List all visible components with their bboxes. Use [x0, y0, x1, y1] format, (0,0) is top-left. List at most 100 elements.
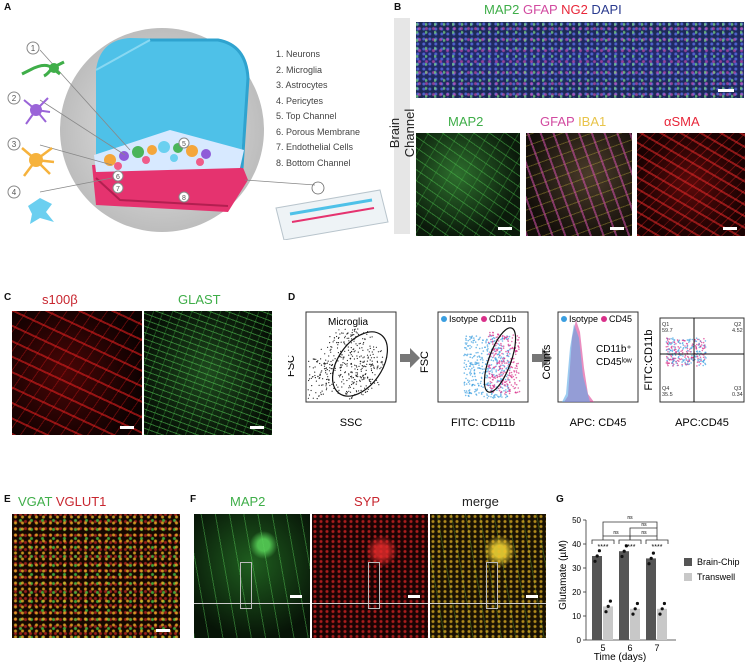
flow-dot [492, 376, 495, 379]
flow-dot [511, 337, 514, 339]
flow-dot [491, 371, 493, 373]
callout-3: 3 [7, 137, 21, 151]
flow-dot [308, 394, 311, 396]
sub-label-asma: αSMA [664, 114, 700, 129]
flow-dot [704, 346, 707, 348]
flow-dot [682, 344, 685, 346]
flow-dot [486, 359, 488, 362]
flow-dot [359, 363, 361, 365]
flow-dot [312, 367, 314, 369]
flow-dot [335, 332, 337, 334]
flow-dot [359, 356, 361, 358]
flow-dot [473, 337, 475, 339]
flow-dot [507, 351, 510, 354]
flow-dot [488, 371, 490, 373]
flow-dot [677, 355, 680, 358]
flow-dot [666, 342, 669, 345]
plot1-ylabel: FSC [288, 355, 297, 377]
legend-item-2: 2. Microglia [276, 64, 323, 75]
flow-dot [688, 360, 691, 362]
flow-dot [512, 347, 514, 350]
panel-label-g: G [556, 494, 564, 505]
vgat-vglut1-image [12, 514, 180, 638]
flow-dot [467, 379, 469, 381]
ns-label-2: ns [641, 530, 647, 536]
flow-dot [685, 359, 688, 361]
flow-dot [492, 336, 495, 339]
flow-dot [307, 397, 309, 399]
g-xlabel: Time (days) [594, 652, 646, 663]
flow-dot [309, 374, 311, 376]
flow-dot [682, 355, 684, 357]
flow-dot [353, 381, 355, 383]
flow-dot [677, 364, 679, 367]
flow-dot [493, 394, 496, 397]
q3-label: Q3 [734, 386, 741, 392]
flow-dot [668, 351, 671, 353]
flow-dot [464, 353, 466, 356]
flow-dot [330, 346, 332, 348]
flow-dot [319, 373, 321, 375]
y-tick-label: 10 [572, 612, 581, 621]
flow-dot [481, 368, 484, 370]
flow-dot [490, 334, 492, 337]
flow-dot [697, 338, 699, 341]
flow-dot [319, 377, 321, 379]
divider [430, 603, 546, 604]
flow-dot [695, 350, 698, 353]
flow-dot [497, 369, 500, 371]
flow-dot [516, 363, 518, 365]
organ-chip-schematic: 5 6 7 8 1 2 3 4 [7, 28, 389, 240]
flow-dot [465, 339, 467, 341]
flow-dot [349, 391, 352, 393]
flow-dot [491, 338, 494, 340]
flow-dot [355, 343, 357, 345]
flow-dot [353, 340, 355, 342]
flow-dot [353, 330, 356, 332]
flow-dot [346, 390, 348, 393]
flow-dot [697, 358, 699, 361]
flow-dot [686, 346, 688, 349]
flow-dot [671, 349, 674, 351]
flow-dot [667, 348, 670, 350]
flow-dot [673, 349, 676, 351]
g-ylabel: Glutamate (µM) [558, 540, 569, 610]
flow-dot [490, 396, 492, 398]
gfap-iba1-image [526, 133, 632, 236]
callout-7: 7 [112, 182, 124, 194]
flow-dot [478, 367, 480, 369]
bar-transwell-day6 [630, 608, 640, 640]
flow-dot [486, 394, 488, 397]
flow-dot [516, 339, 519, 341]
flow-dot [496, 376, 499, 378]
flow-dot [675, 348, 677, 351]
flow-dot [310, 377, 312, 379]
panel-label-b: B [394, 2, 402, 13]
flow-dot [319, 374, 321, 376]
flow-dot [500, 364, 502, 366]
flow-dot [317, 376, 319, 378]
flow-dot [376, 368, 378, 370]
flow-dot [665, 346, 668, 348]
flow-dot [681, 363, 683, 366]
map2-f-image [194, 514, 310, 638]
flow-dot [671, 362, 673, 365]
flow-dot [496, 389, 498, 391]
flow-dot [675, 343, 677, 345]
flow-dot [360, 369, 362, 371]
flow-dot [466, 373, 468, 376]
flow-dot [377, 365, 379, 367]
flow-dot [691, 338, 694, 341]
flow-dot [315, 380, 317, 382]
flow-dot [314, 366, 316, 368]
flow-dot [496, 359, 498, 362]
flow-dot [355, 365, 357, 367]
flow-dot [509, 381, 511, 384]
flow-dot [515, 364, 518, 367]
divider [312, 603, 428, 604]
flow-dot [508, 369, 511, 372]
plot3-legend-isotype: Isotype [569, 314, 598, 324]
flow-dot [308, 360, 310, 362]
flow-dot [471, 379, 473, 382]
flow-dot [517, 362, 519, 365]
